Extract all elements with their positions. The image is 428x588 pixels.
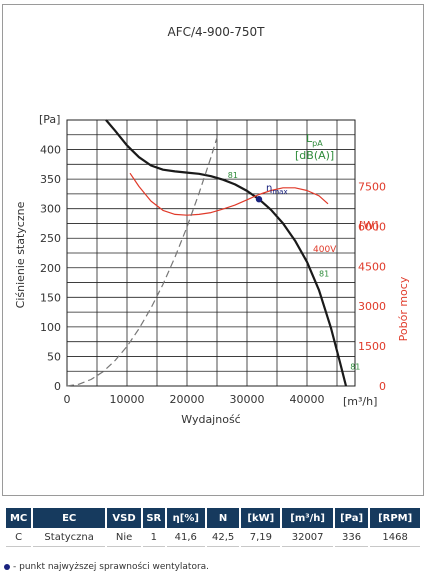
header-mc: MC bbox=[6, 508, 32, 528]
series-layer bbox=[66, 119, 348, 387]
chart-title: AFC/4-900-750T bbox=[168, 25, 266, 39]
y-tick-label: 150 bbox=[40, 291, 61, 304]
cell-flow: 32007 bbox=[282, 528, 333, 547]
y-tick-label: 0 bbox=[54, 380, 61, 393]
cell-n: 42,5 bbox=[206, 528, 240, 547]
lpa-unit: [dB(A)] bbox=[295, 149, 334, 162]
x-tick-label: 0 bbox=[64, 393, 71, 406]
cell-vsd: Nie bbox=[107, 528, 141, 547]
spec-table: MC EC VSD SR η[%] N [kW] [m³/h] [Pa] [RP… bbox=[4, 508, 422, 547]
header-efficiency: η[%] bbox=[166, 508, 205, 528]
cell-pa: 336 bbox=[334, 528, 369, 547]
y-tick-label: 250 bbox=[40, 232, 61, 245]
cell-sr: 1 bbox=[142, 528, 165, 547]
series-line-power bbox=[129, 172, 329, 216]
y2-tick-label: 0 bbox=[379, 380, 386, 393]
annotation-layer: 81 81 81 ηmax bbox=[228, 171, 361, 372]
plot-border bbox=[66, 119, 356, 387]
x-tick-label: 40000 bbox=[290, 393, 325, 406]
y-axis-label: Ciśnienie statyczne bbox=[14, 201, 27, 308]
y2-tick-label: 3000 bbox=[358, 300, 386, 313]
header-pa: [Pa] bbox=[334, 508, 369, 528]
series-line-pressure bbox=[105, 119, 348, 387]
noise-level-label: 81 bbox=[228, 171, 238, 180]
y-tick-label: 100 bbox=[40, 321, 61, 334]
cell-mc: C bbox=[6, 528, 32, 547]
y2-tick-label: 6000 bbox=[358, 220, 386, 233]
y-tick-label: 200 bbox=[40, 262, 61, 275]
x-tick-label: 20000 bbox=[170, 393, 205, 406]
efficiency-label: ηmax bbox=[266, 183, 288, 196]
x-tick-label: 10000 bbox=[110, 393, 145, 406]
header-kw: [kW] bbox=[241, 508, 281, 528]
noise-level-label: 81 bbox=[350, 362, 360, 371]
header-vsd: VSD bbox=[107, 508, 141, 528]
efficiency-point-icon bbox=[4, 563, 10, 570]
cell-efficiency: 41,6 bbox=[166, 528, 205, 547]
performance-chart: AFC/4-900-750T 0 10000 20000 30000 400000501… bbox=[14, 25, 410, 426]
x-tick-label: 30000 bbox=[230, 393, 265, 406]
grid-layer bbox=[66, 119, 356, 387]
series-line-system-curve bbox=[66, 137, 218, 387]
y-tick-label: 400 bbox=[40, 144, 61, 157]
header-ec: EC bbox=[33, 508, 106, 528]
footnote: - punkt najwyższej sprawności wentylator… bbox=[4, 562, 209, 572]
table-header-row: MC EC VSD SR η[%] N [kW] [m³/h] [Pa] [RP… bbox=[6, 508, 420, 528]
footnote-text: - punkt najwyższej sprawności wentylator… bbox=[13, 562, 210, 572]
cell-rpm: 1468 bbox=[370, 528, 420, 547]
header-n: N bbox=[206, 508, 240, 528]
tick-layer: 0 10000 20000 30000 400000501001502002503003… bbox=[40, 144, 386, 406]
y2-tick-label: 7500 bbox=[358, 181, 386, 194]
y2-tick-label: 1500 bbox=[358, 340, 386, 353]
lpa-label: LpA bbox=[306, 132, 323, 148]
y-tick-label: 350 bbox=[40, 173, 61, 186]
noise-level-label: 81 bbox=[319, 270, 329, 279]
y-tick-label: 50 bbox=[47, 350, 61, 363]
y-tick-label: 300 bbox=[40, 203, 61, 216]
x-axis-label: Wydajność bbox=[181, 413, 240, 426]
y2-tick-label: 4500 bbox=[358, 260, 386, 273]
table-row: C Statyczna Nie 1 41,6 42,5 7,19 32007 3… bbox=[6, 528, 420, 547]
cell-ec: Statyczna bbox=[33, 528, 106, 547]
y2-axis-label: Pobór mocy bbox=[397, 276, 410, 341]
efficiency-point-marker bbox=[255, 196, 263, 203]
y-axis-unit: [Pa] bbox=[39, 113, 60, 126]
y2-axis-unit: [W] bbox=[359, 219, 378, 232]
header-rpm: [RPM] bbox=[370, 508, 420, 528]
header-flow: [m³/h] bbox=[282, 508, 333, 528]
x-axis-unit: [m³/h] bbox=[343, 395, 377, 408]
header-sr: SR bbox=[142, 508, 165, 528]
chart-frame: AFC/4-900-750T 0 10000 20000 30000 40000 0 50 1… bbox=[2, 4, 424, 496]
cell-kw: 7,19 bbox=[241, 528, 281, 547]
power-series-label: 400V bbox=[313, 245, 337, 255]
